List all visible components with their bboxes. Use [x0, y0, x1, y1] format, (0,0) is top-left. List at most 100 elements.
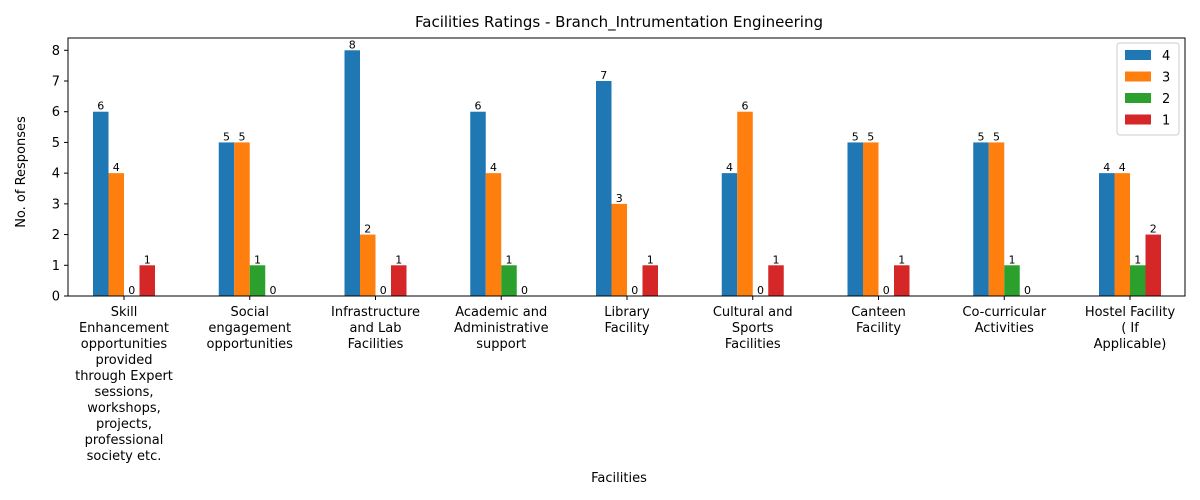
bar-series-1: [768, 265, 784, 296]
y-tick-label: 3: [52, 197, 60, 212]
bar-value-label: 2: [364, 223, 371, 236]
y-axis-label: No. of Responses: [14, 116, 29, 228]
bar-series-4: [1099, 173, 1115, 296]
x-tick-label: Social engagement opportunities: [207, 305, 294, 352]
legend-label-1: 1: [1162, 114, 1170, 129]
bar-value-label: 0: [757, 284, 764, 297]
bar-value-label: 2: [1150, 223, 1157, 236]
bar-value-label: 5: [852, 130, 859, 143]
bar-value-label: 5: [978, 130, 985, 143]
bar-value-label: 1: [1134, 253, 1141, 266]
legend-label-2: 2: [1162, 92, 1170, 107]
bar-value-label: 5: [993, 130, 1000, 143]
bar-series-4: [344, 50, 360, 297]
y-axis: 0 1 2 3 4 5 6 7 8: [52, 44, 68, 305]
bar-series-2: [1130, 265, 1146, 296]
bar-value-label: 4: [490, 161, 497, 174]
bar-series-1: [391, 265, 407, 296]
x-tick-label: Infrastructure and Lab Facilities: [331, 305, 420, 352]
bar-value-label: 1: [647, 253, 654, 266]
bar-series-2: [1004, 265, 1020, 296]
bar-series-3: [234, 142, 250, 296]
bar-series-2: [249, 265, 266, 296]
y-tick-label: 8: [52, 44, 60, 59]
bar-value-label: 1: [144, 253, 151, 266]
bar-series-3: [988, 142, 1005, 296]
bar-series-3: [863, 142, 879, 296]
bar-value-label: 0: [631, 284, 638, 297]
bar-series-4: [973, 142, 989, 296]
x-axis: Skill Enhancement opportunities provided thr…: [75, 296, 1175, 464]
bar-value-label: 8: [349, 38, 356, 51]
legend: 4 3 2 1: [1116, 42, 1180, 136]
bar-series-3: [360, 234, 376, 296]
bar-value-label: 1: [1009, 253, 1016, 266]
x-tick-label: Cultural and Sports Facilities: [713, 305, 793, 352]
bar-value-label: 1: [506, 253, 513, 266]
legend-swatch-2: [1125, 93, 1151, 103]
bar-series-1: [642, 265, 658, 296]
bar-value-label: 5: [867, 130, 874, 143]
bar-value-label: 6: [475, 100, 482, 113]
legend-box: [1116, 42, 1180, 136]
bar-value-label: 4: [113, 161, 120, 174]
y-tick-label: 0: [52, 290, 60, 305]
bar-value-label: 0: [883, 284, 890, 297]
bar-value-label: 5: [223, 130, 230, 143]
bar-value-label: 0: [270, 284, 277, 297]
chart-title: Facilities Ratings - Branch_Intrumentati…: [415, 13, 823, 32]
y-tick-label: 5: [52, 136, 60, 151]
bar-series-3: [485, 173, 502, 296]
legend-swatch-1: [1125, 114, 1151, 125]
x-tick-label: Skill Enhancement opportunities provided thr…: [75, 305, 173, 464]
bar-value-label: 4: [1103, 161, 1110, 174]
x-tick-label: Library Facility: [604, 305, 650, 336]
x-tick-label: Hostel Facility( If Applicable): [1085, 305, 1176, 352]
bar-series-4: [596, 81, 612, 296]
bar-series-4: [470, 111, 486, 296]
legend-label-3: 3: [1162, 71, 1170, 86]
legend-swatch-4: [1125, 50, 1151, 60]
bar-value-label: 3: [616, 192, 623, 205]
bar-series-1: [894, 265, 910, 296]
bar-value-label: 0: [1024, 284, 1031, 297]
y-tick-label: 1: [52, 259, 60, 274]
bar-series-4: [218, 142, 235, 296]
y-tick-label: 4: [52, 167, 60, 182]
bar-series-3: [611, 203, 627, 296]
y-tick-label: 2: [52, 228, 60, 243]
bar-value-label: 1: [254, 253, 261, 266]
bar-series-3: [108, 173, 124, 296]
bar-series-4: [93, 111, 109, 296]
bar-series-3: [1114, 173, 1130, 296]
bar-series-3: [737, 111, 753, 296]
bar-series-1: [1145, 234, 1161, 296]
bar-value-label: 1: [395, 253, 402, 266]
bar-value-label: 4: [1119, 161, 1126, 174]
bar-series-4: [847, 142, 863, 296]
y-tick-label: 7: [52, 75, 60, 90]
x-axis-label: Facilities: [591, 471, 647, 486]
bar-value-label: 4: [726, 161, 733, 174]
bar-value-label: 0: [521, 284, 528, 297]
bar-value-label: 5: [239, 130, 246, 143]
bar-series-1: [139, 265, 155, 296]
bar-series-4: [721, 173, 738, 296]
legend-label-4: 4: [1162, 49, 1170, 64]
bars-layer: [93, 50, 1161, 297]
bar-value-label: 0: [128, 284, 135, 297]
x-tick-label: Co-curricular Activities: [962, 305, 1046, 336]
bar-value-label: 6: [97, 100, 104, 113]
x-tick-label: Academic and Administrative support: [454, 305, 549, 352]
bar-value-label: 0: [380, 284, 387, 297]
y-tick-label: 6: [52, 105, 60, 120]
bar-series-2: [501, 265, 517, 296]
bar-value-label: 1: [898, 253, 905, 266]
plot-frame: [67, 37, 1186, 297]
bar-value-label: 6: [742, 100, 749, 113]
bar-value-label: 1: [773, 253, 780, 266]
x-tick-label: Canteen Facility: [851, 305, 906, 336]
legend-swatch-3: [1125, 71, 1151, 82]
